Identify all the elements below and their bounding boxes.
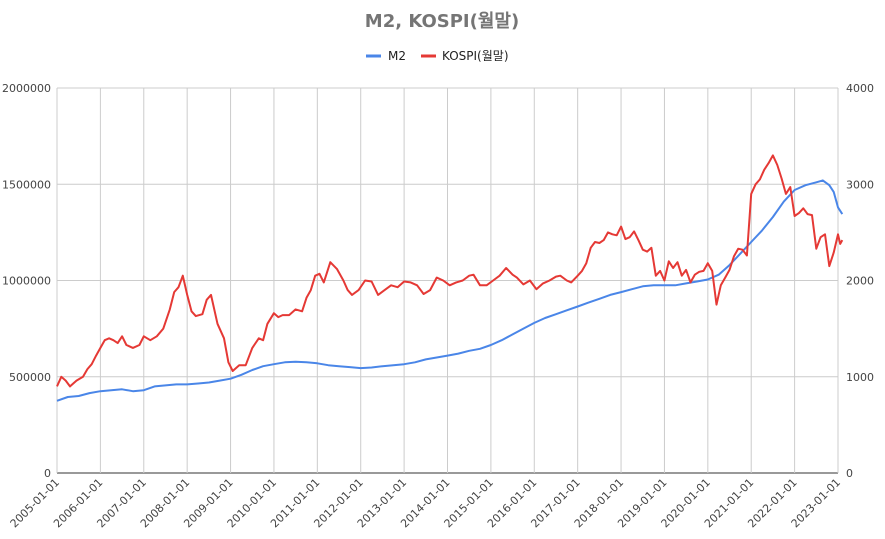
x-axis: 2005-01-012006-01-012007-01-012008-01-01…: [8, 476, 843, 530]
y-right-tick-label: 4000: [846, 82, 874, 95]
series-line-kospi: [56, 154, 844, 388]
y-right-tick-label: 1000: [846, 371, 874, 384]
y-left-tick-label: 0: [44, 467, 51, 480]
legend-label-kospi: KOSPI(월말): [442, 49, 509, 63]
series-line-m2: [56, 179, 844, 402]
legend[interactable]: M2 KOSPI(월말): [366, 49, 509, 63]
y-right-tick-label: 3000: [846, 178, 874, 191]
chart-title: M2, KOSPI(월말): [365, 11, 519, 32]
y-left-tick-label: 500000: [9, 371, 51, 384]
y-left-tick-label: 1000000: [2, 275, 51, 288]
legend-label-m2: M2: [388, 49, 406, 63]
y-right-tick-label: 2000: [846, 275, 874, 288]
y-left-tick-label: 1500000: [2, 178, 51, 191]
y-left-tick-label: 2000000: [2, 82, 51, 95]
gridlines: [56, 87, 839, 474]
series-lines: [56, 154, 844, 402]
y-right-tick-label: 0: [846, 467, 853, 480]
y-axis-right: 0 1000 2000 3000 4000: [846, 82, 874, 480]
y-axis-left: 0 500000 1000000 1500000 2000000: [2, 82, 51, 480]
